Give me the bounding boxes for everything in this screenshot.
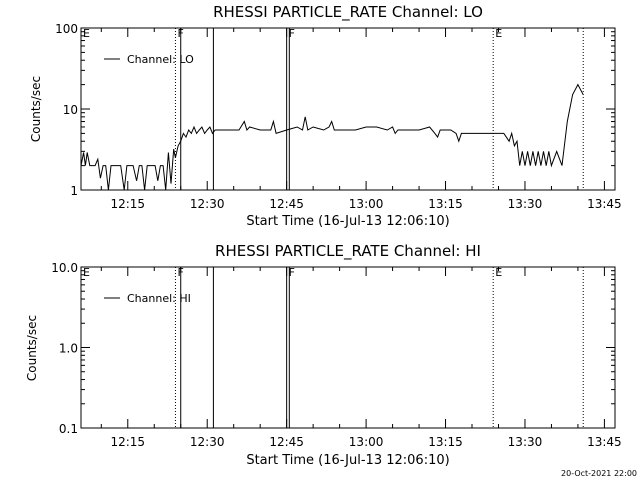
legend-label: Channel: HI xyxy=(127,292,191,305)
x-tick-label: 13:00 xyxy=(349,197,384,211)
flag-label: F xyxy=(289,266,295,279)
y-tick-label: 100 xyxy=(55,22,78,36)
y-axis-label: Counts/sec xyxy=(29,76,43,142)
x-tick-label: 12:15 xyxy=(110,197,145,211)
axis-ticks: 0.1 1.0 10.0 12:15 12:30 12:45 13:00 13:15 13:30… xyxy=(51,261,621,449)
panel-hi: RHESSI PARTICLE_RATE Channel: HI 0.1 1.0 1… xyxy=(25,242,622,468)
y-axis-label: Counts/sec xyxy=(25,315,39,381)
chart-title: RHESSI PARTICLE_RATE Channel: HI xyxy=(215,242,481,261)
flag-label: E xyxy=(495,266,502,279)
x-tick-label: 13:15 xyxy=(428,197,463,211)
x-tick-label: 12:30 xyxy=(190,435,225,449)
flag-label: E xyxy=(495,27,502,40)
y-tick-label: 1 xyxy=(70,184,78,198)
x-tick-label: 13:45 xyxy=(587,197,622,211)
flag-label: E xyxy=(83,266,90,279)
chart-title: RHESSI PARTICLE_RATE Channel: LO xyxy=(213,3,483,22)
x-axis-label: Start Time (16-Jul-13 12:06:10) xyxy=(246,214,449,229)
x-tick-label: 13:15 xyxy=(428,435,463,449)
x-tick-label: 13:00 xyxy=(349,435,384,449)
x-axis-label: Start Time (16-Jul-13 12:06:10) xyxy=(246,453,449,468)
y-tick-label: 1.0 xyxy=(59,342,78,356)
x-tick-label: 13:30 xyxy=(508,197,543,211)
flag-label: F xyxy=(289,27,295,40)
x-tick-label: 13:30 xyxy=(508,435,543,449)
flag-label: E xyxy=(83,27,90,40)
panel-lo: RHESSI PARTICLE_RATE Channel: LO 1101001… xyxy=(29,3,622,229)
legend-label: Channel: LO xyxy=(127,53,194,66)
x-tick-label: 12:30 xyxy=(190,197,225,211)
series-line xyxy=(80,83,584,191)
y-tick-label: 0.1 xyxy=(59,422,78,436)
x-tick-label: 12:15 xyxy=(110,435,145,449)
footer-timestamp: 20-Oct-2021 22:00 xyxy=(561,469,637,478)
axis-ticks: 1 10 100 12:15 12:30 12:45 13:00 13:15 13:30 13:4… xyxy=(55,22,622,211)
x-tick-label: 12:45 xyxy=(269,197,304,211)
x-tick-label: 13:45 xyxy=(587,435,622,449)
y-tick-label: 10 xyxy=(63,103,78,117)
y-tick-label: 10.0 xyxy=(51,261,78,275)
x-tick-label: 12:45 xyxy=(269,435,304,449)
